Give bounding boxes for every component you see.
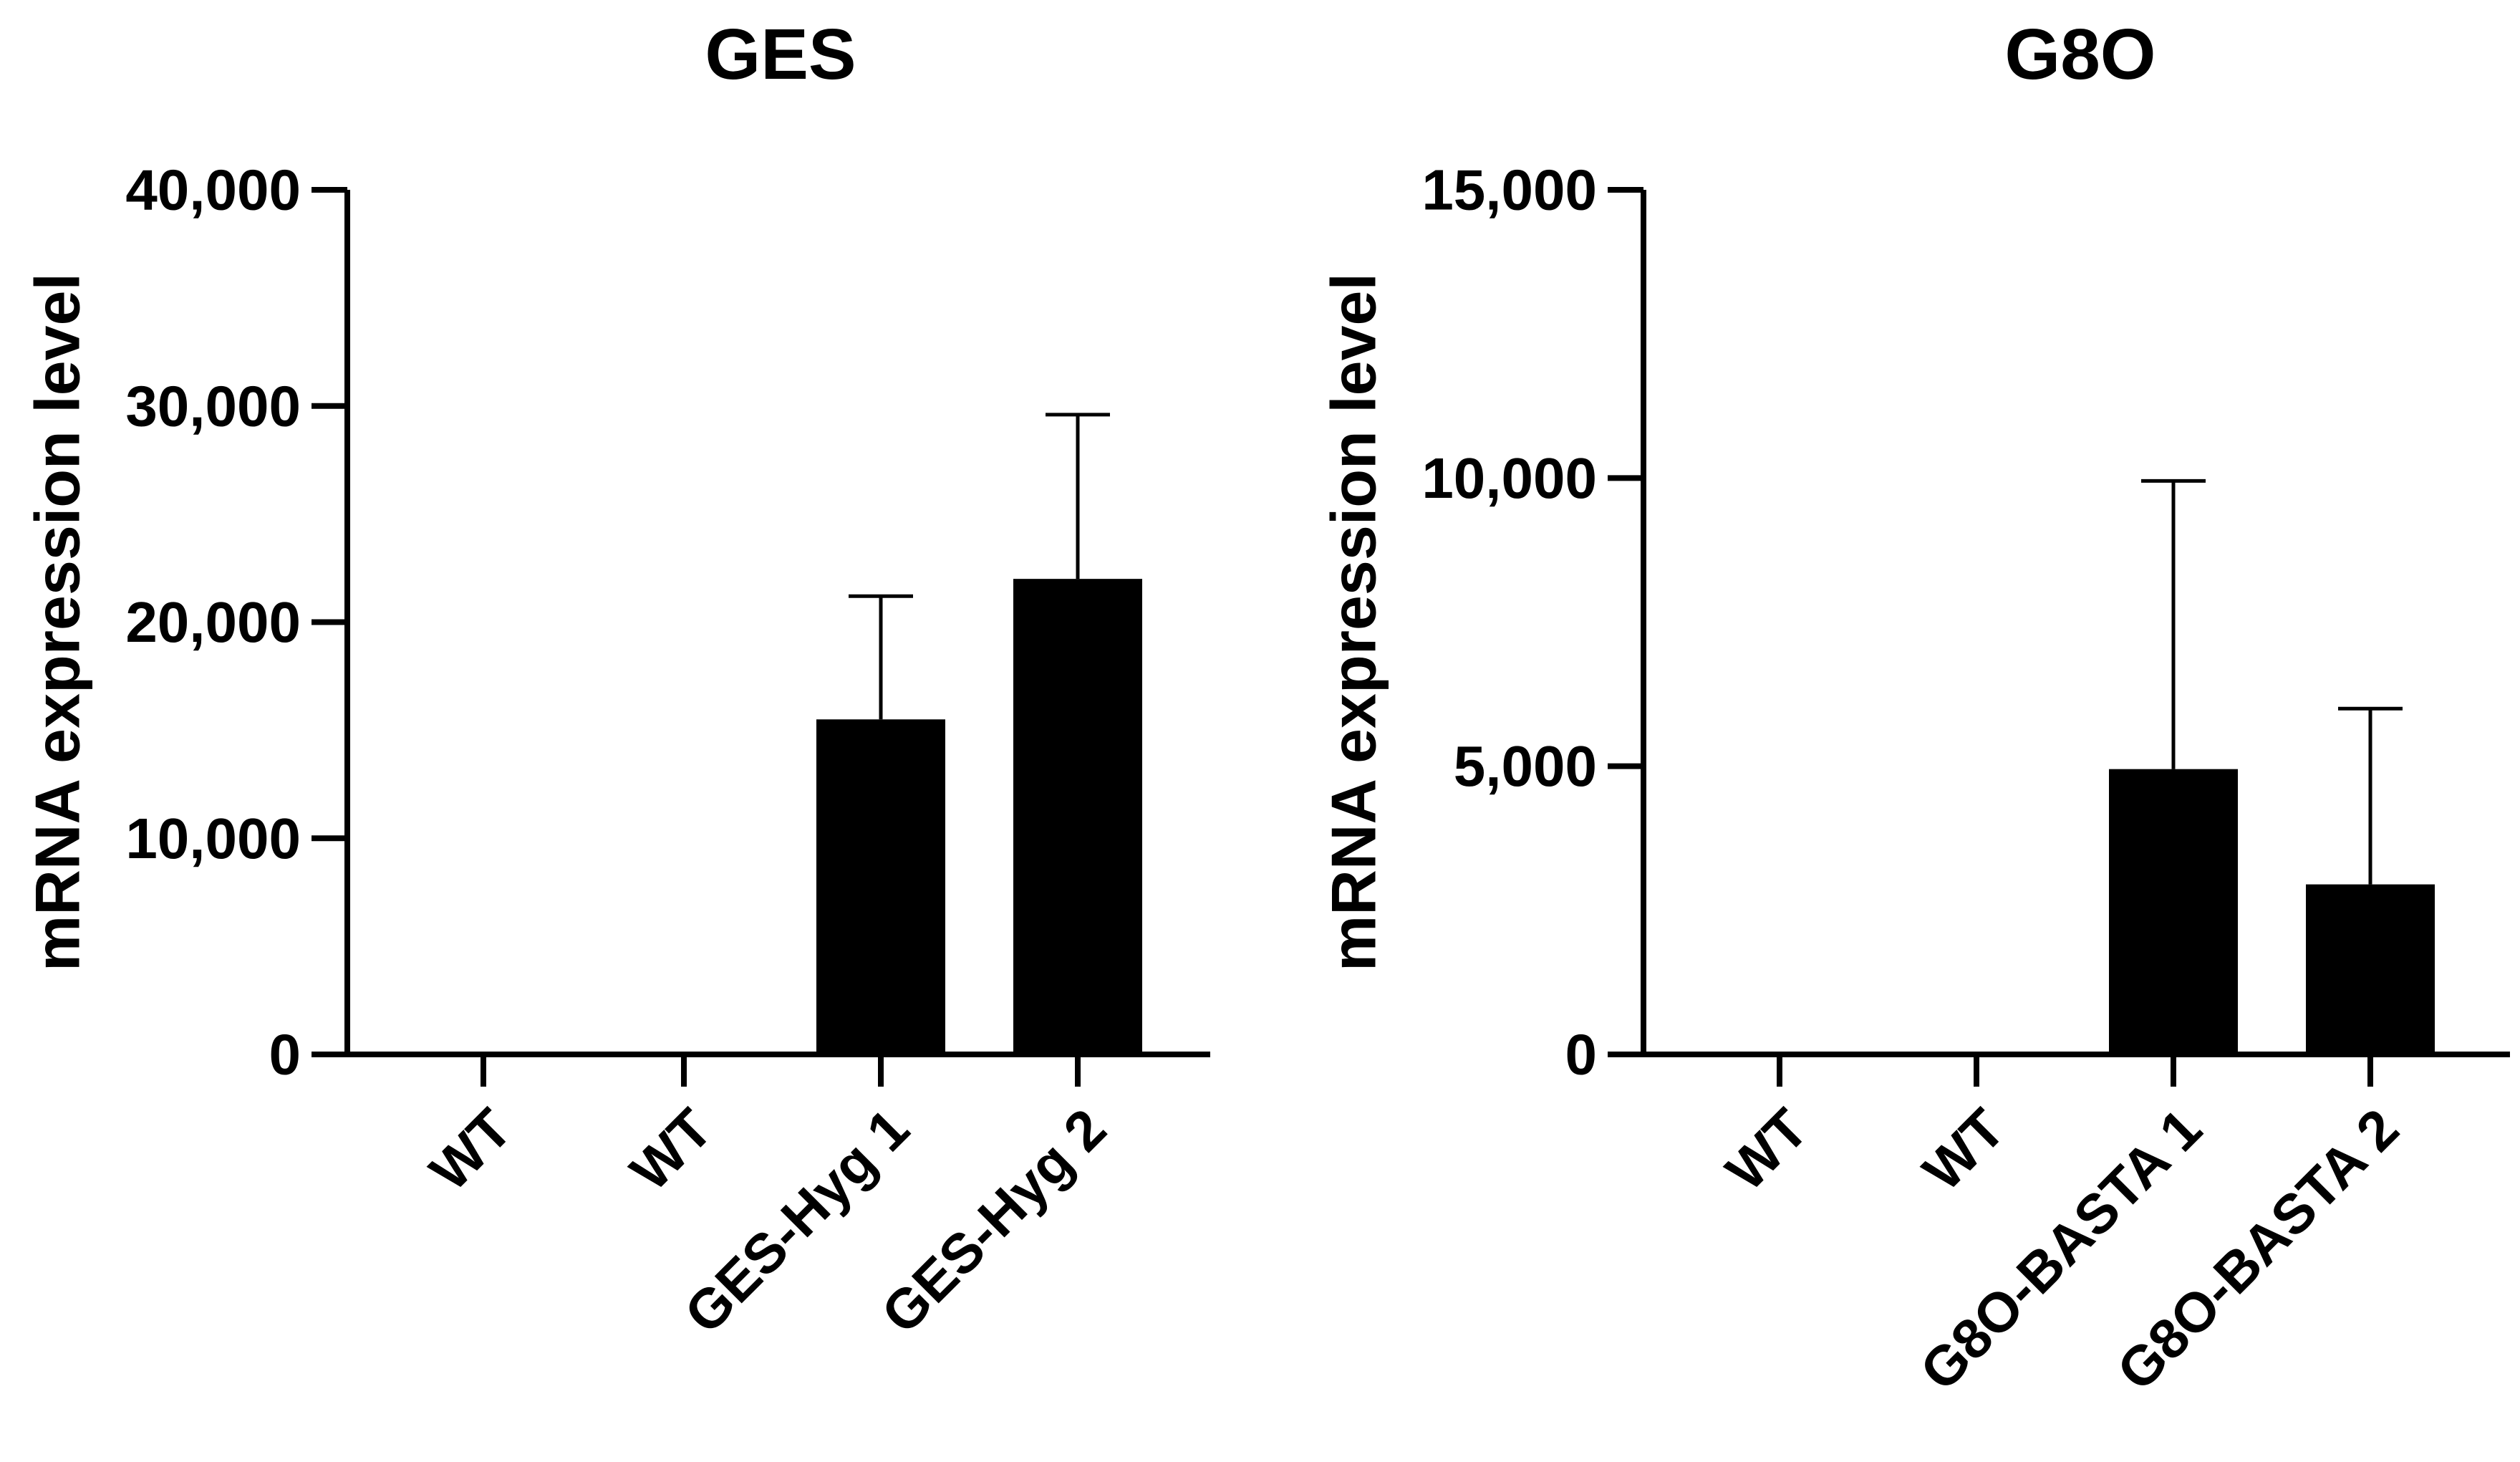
g8o-bar-3 [2109,769,2238,1054]
g8o-y-tick-label: 15,000 [1421,158,1597,222]
ges-y-tick-label: 30,000 [125,374,301,438]
g8o-chart-panel: G8O mRNA expression level 0 5,000 10,000 15,0… [1318,14,2510,1403]
ges-chart-panel: GES mRNA expression level 0 10,000 20,000 30,… [22,14,1210,1345]
ges-bar-4 [1013,579,1142,1054]
g8o-y-tick-label: 10,000 [1421,446,1597,510]
ges-y-tick-label: 10,000 [125,807,301,870]
g8o-y-axis-label: mRNA expression level [1318,273,1389,971]
g8o-chart-title: G8O [2004,14,2155,95]
ges-y-tick-label: 40,000 [125,158,301,222]
g8o-y-tick-label: 5,000 [1454,734,1597,798]
ges-x-tick-label: WT [618,1097,724,1203]
ges-y-tick-label: 0 [269,1023,301,1087]
ges-y-tick-label: 20,000 [125,590,301,654]
ges-chart-title: GES [705,14,856,95]
g8o-x-tick-label: WT [1911,1097,2017,1203]
g8o-x-tick-label: WT [1714,1097,1820,1203]
g8o-bar-4 [2306,884,2435,1054]
g8o-y-tick-label: 0 [1565,1023,1598,1087]
ges-y-axis-label: mRNA expression level [22,273,93,971]
ges-x-tick-label: WT [417,1097,523,1203]
ges-bar-3 [816,719,945,1054]
